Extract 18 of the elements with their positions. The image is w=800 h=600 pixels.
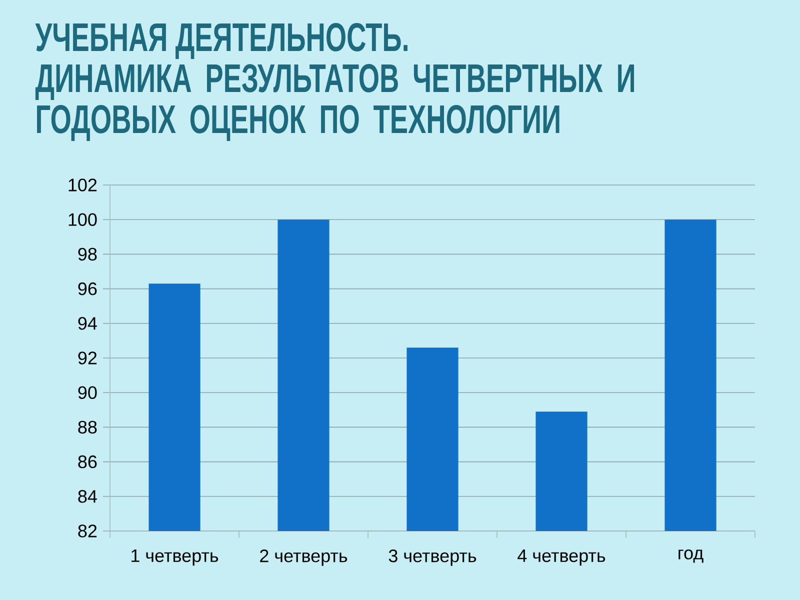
x-tick-label: год xyxy=(678,550,704,563)
y-tick-label: 82 xyxy=(78,524,97,538)
x-tick-label: 3 четверть xyxy=(388,550,476,566)
y-tick-label: 92 xyxy=(78,352,97,364)
y-tick-label: 100 xyxy=(68,213,97,226)
y-tick-label: 86 xyxy=(78,455,97,468)
x-tick-label: 1 четверть xyxy=(132,550,218,566)
y-tick-label: 96 xyxy=(78,282,97,296)
y-tick-label: 84 xyxy=(78,490,97,503)
y-tick-label: 102 xyxy=(68,178,97,192)
y-tick-label: 90 xyxy=(78,386,97,399)
chart-title: УЧЕБНАЯ ДЕЯТЕЛЬНОСТЬ. xyxy=(35,23,408,59)
y-tick-label: 98 xyxy=(78,248,97,261)
x-tick-label: 2 четверть xyxy=(260,550,348,566)
x-tick-label: 4 четверть xyxy=(518,550,606,566)
y-tick-label: 88 xyxy=(78,420,97,434)
chart-subtitle: ДИНАМИКА РЕЗУЛЬТАТОВ ЧЕТВЕРТНЫХ И ГОДОВЫХ ОЦЕНОК ПО ТЕХНОЛОГИИ xyxy=(35,64,634,141)
y-tick-label: 94 xyxy=(78,317,97,330)
